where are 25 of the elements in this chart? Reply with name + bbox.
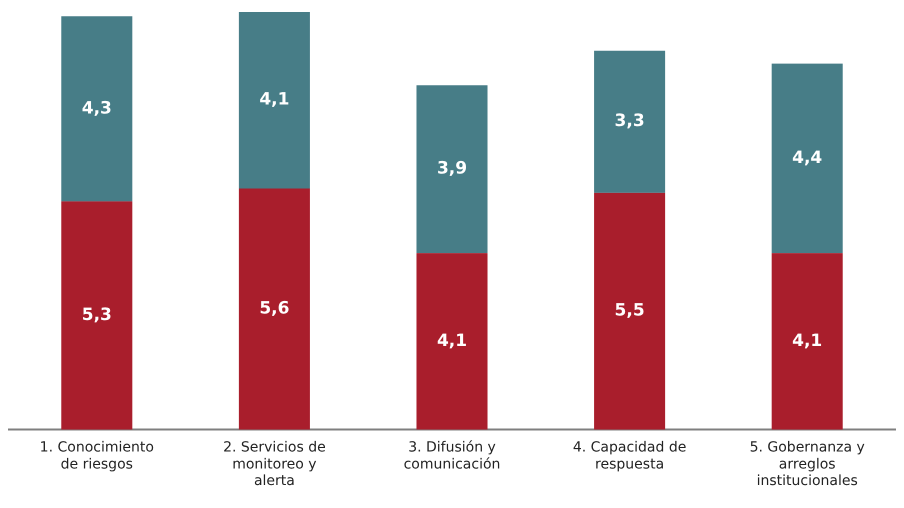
bar [594, 50, 666, 193]
data-label: 4,1 [792, 330, 822, 351]
x-tick-label: 3. Difusión y comunicación [404, 440, 500, 472]
bar [61, 201, 132, 430]
x-tick-label: 2. Servicios de monitoreo y alerta [223, 440, 326, 490]
bar [772, 253, 843, 430]
data-label: 4,3 [82, 98, 112, 118]
data-label: 5,5 [614, 300, 645, 321]
data-label: 3,3 [614, 111, 645, 132]
bar [416, 253, 488, 430]
bar [594, 192, 666, 430]
bar [416, 85, 488, 254]
data-label: 5,3 [82, 304, 112, 325]
data-label: 4,4 [792, 148, 822, 168]
bar [238, 188, 310, 430]
x-tick-label: 4. Capacidad de respuesta [572, 440, 686, 472]
x-tick-label: 5. Gobernanza y arreglos institucionales [750, 440, 865, 490]
data-label: 4,1 [259, 90, 290, 110]
data-label: 4,1 [436, 330, 468, 351]
bar [61, 16, 132, 202]
x-tick-label: 1. Conocimiento de riesgos [40, 440, 154, 472]
data-label: 3,9 [436, 158, 468, 179]
data-label: 5,6 [259, 298, 290, 318]
bar [772, 64, 843, 254]
bar [238, 12, 310, 189]
